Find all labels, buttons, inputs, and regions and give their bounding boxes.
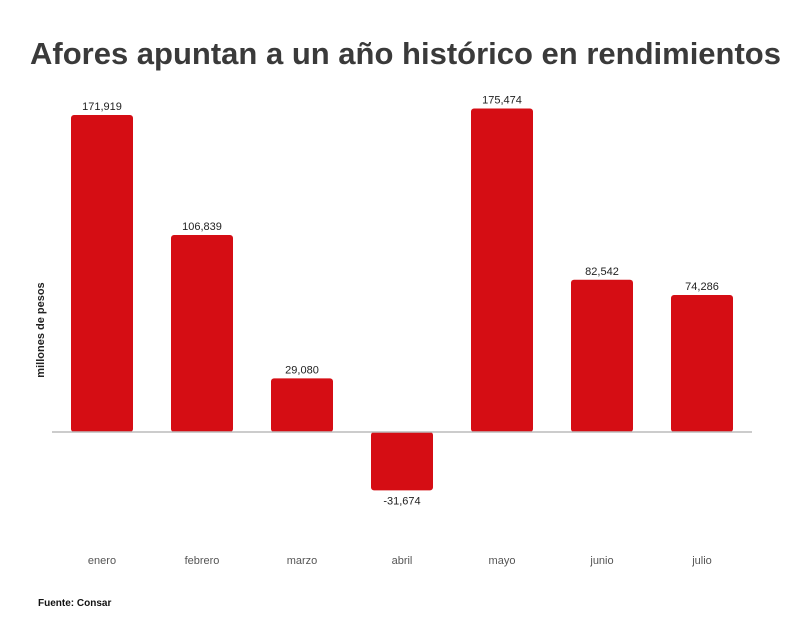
bar-mayo — [471, 108, 533, 433]
value-label-marzo: 29,080 — [285, 364, 319, 376]
x-tick-label-mayo: mayo — [489, 555, 516, 567]
x-tick-label-febrero: febrero — [185, 555, 220, 567]
value-label-junio: 82,542 — [585, 266, 619, 278]
value-label-julio: 74,286 — [685, 281, 719, 293]
value-label-enero: 171,919 — [82, 101, 122, 113]
bar-junio — [571, 279, 633, 432]
x-tick-label-junio: junio — [589, 555, 613, 567]
value-label-mayo: 175,474 — [482, 94, 522, 106]
chart-title: Afores apuntan a un año histórico en ren… — [30, 36, 781, 71]
bar-julio — [671, 295, 733, 432]
x-tick-label-abril: abril — [392, 555, 413, 567]
bar-enero — [71, 115, 133, 432]
source-note: Fuente: Consar — [38, 598, 112, 609]
bar-febrero — [171, 235, 233, 432]
value-label-febrero: 106,839 — [182, 221, 222, 233]
x-tick-label-julio: julio — [691, 555, 712, 567]
value-label-abril: -31,674 — [383, 495, 420, 507]
bar-abril — [371, 432, 433, 491]
x-tick-label-marzo: marzo — [287, 555, 318, 567]
x-tick-label-enero: enero — [88, 555, 116, 567]
bar-marzo — [271, 378, 333, 432]
